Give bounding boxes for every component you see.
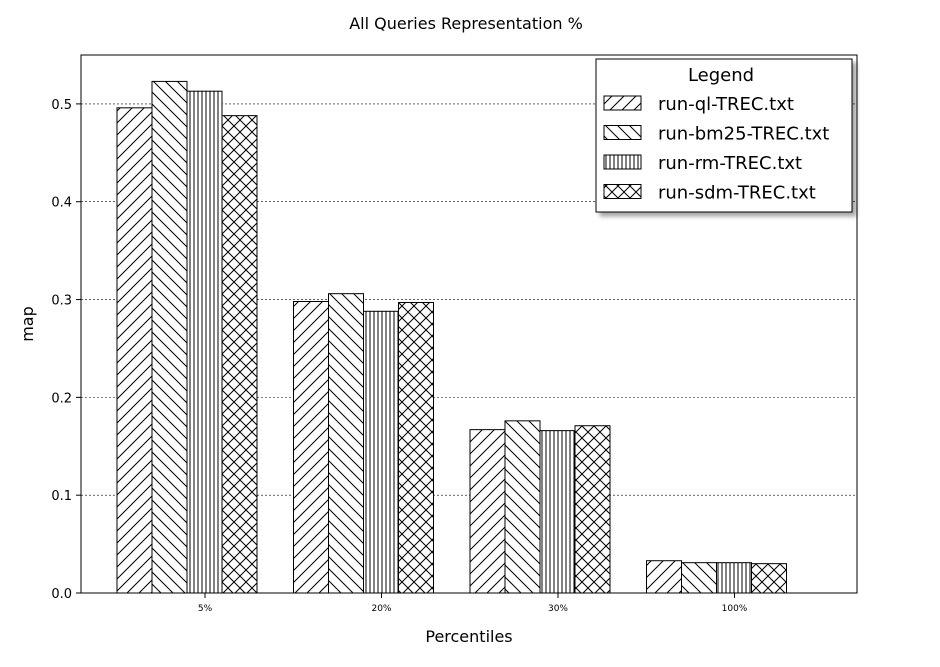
- bar-run-ql-trec-txt-2: [469, 429, 506, 594]
- x-tick-label: 100%: [722, 604, 748, 614]
- bar-run-rm-trec-txt-0: [186, 90, 223, 594]
- bars: [116, 80, 787, 594]
- legend-title: Legend: [688, 65, 754, 86]
- legend-entry-label: run-rm-TREC.txt: [658, 153, 802, 174]
- y-tick-label: 0.3: [51, 294, 72, 309]
- legend-entry-label: run-ql-TREC.txt: [658, 94, 794, 115]
- legend-entry-label: run-sdm-TREC.txt: [658, 183, 816, 204]
- legend-swatch: [603, 184, 642, 199]
- y-tick-label: 0.0: [51, 587, 72, 602]
- plot-area-frame: [80, 54, 858, 594]
- y-tick-label: 0.5: [51, 98, 72, 113]
- bar-run-ql-trec-txt-3: [646, 560, 682, 594]
- y-tick-label: 0.4: [51, 196, 72, 211]
- bar-run-bm25-trec-txt-0: [151, 80, 188, 594]
- y-axis: 0.0 0.1 0.2 0.3 0.4 0.5: [51, 98, 81, 602]
- bar-run-rm-trec-txt-1: [363, 310, 399, 594]
- x-axis: 5% 20% 30% 100%: [198, 593, 748, 614]
- bar-run-sdm-trec-txt-0: [221, 115, 258, 594]
- bar-run-rm-trec-txt-2: [539, 430, 576, 594]
- bar-run-rm-trec-txt-3: [716, 562, 752, 594]
- bar-run-bm25-trec-txt-3: [681, 562, 717, 594]
- bar-run-bm25-trec-txt-1: [328, 293, 364, 594]
- chart-title: All Queries Representation %: [349, 14, 583, 33]
- legend-swatch: [603, 154, 642, 170]
- legend-entry-label: run-bm25-TREC.txt: [658, 124, 829, 145]
- x-tick-label: 5%: [198, 604, 213, 614]
- bar-run-sdm-trec-txt-1: [398, 301, 434, 594]
- legend: Legend run-ql-TREC.txt run-bm25-TREC.txt r…: [595, 58, 853, 213]
- bar-run-ql-trec-txt-0: [116, 107, 153, 594]
- bar-run-sdm-trec-txt-3: [751, 563, 787, 594]
- y-tick-label: 0.1: [51, 489, 72, 504]
- x-tick-label: 20%: [371, 604, 391, 614]
- x-axis-label: Percentiles: [425, 627, 512, 646]
- x-tick-label: 30%: [548, 604, 568, 614]
- bar-run-sdm-trec-txt-2: [574, 425, 611, 594]
- bar-run-ql-trec-txt-1: [293, 301, 329, 594]
- y-tick-label: 0.2: [51, 391, 72, 406]
- legend-swatch: [603, 125, 642, 140]
- bar-run-bm25-trec-txt-2: [504, 420, 541, 594]
- legend-swatch: [603, 95, 642, 111]
- y-axis-label: map: [18, 306, 37, 342]
